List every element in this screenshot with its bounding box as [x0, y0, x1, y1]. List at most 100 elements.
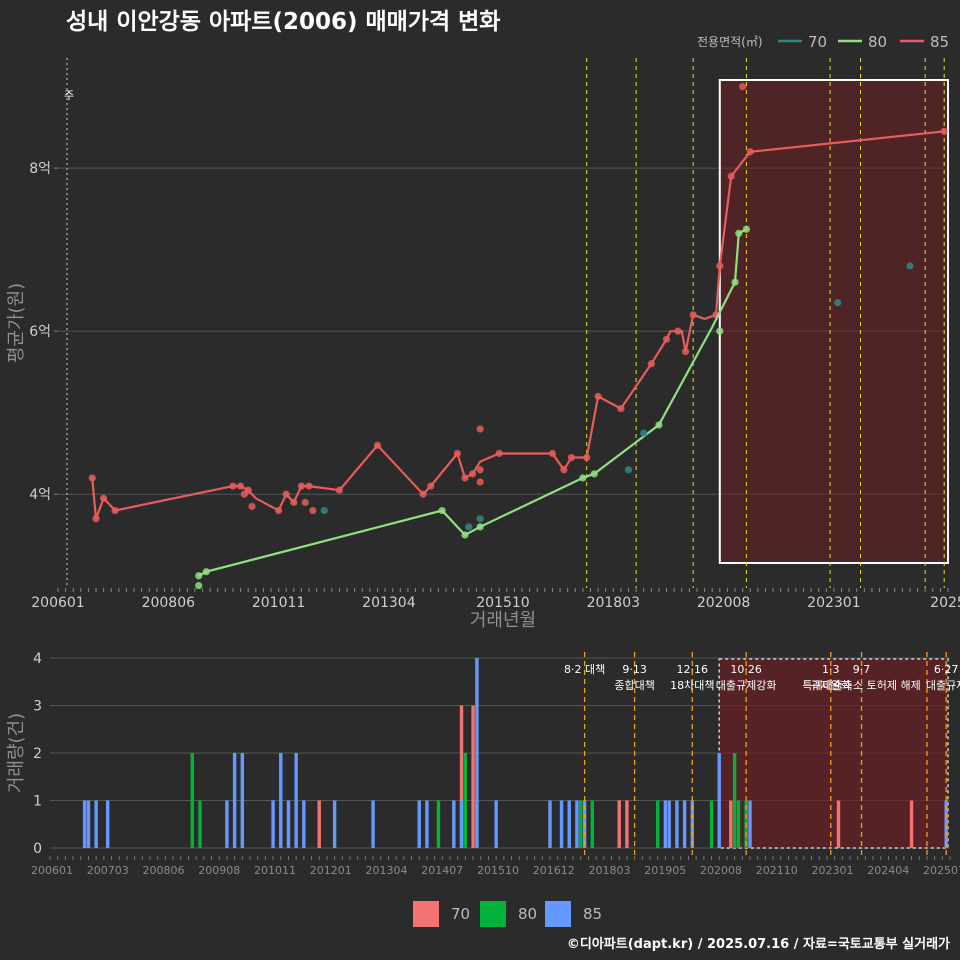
series-point-85-41	[746, 148, 754, 156]
x-tick-label-8: 2025	[930, 595, 960, 611]
series-point-80-0	[195, 581, 203, 590]
series-point-85-14	[305, 482, 313, 490]
series-point-80-11	[735, 229, 743, 237]
series-point-85-11	[290, 498, 298, 506]
series-point-85-15	[309, 506, 317, 515]
series-point-85-13	[301, 498, 309, 506]
y-tick-label-2: 8억	[29, 161, 51, 177]
series-point-80-7	[590, 470, 598, 478]
bar-80-8	[709, 800, 714, 848]
note-label: 주	[64, 89, 74, 102]
bottom-x-tick-10: 201803	[589, 864, 631, 877]
series-point-70-0	[320, 506, 328, 515]
series-point-85-27	[548, 449, 557, 458]
bottom-y-tick-0: 0	[33, 841, 42, 857]
series-point-85-9	[274, 506, 283, 515]
series-point-85-36	[681, 347, 690, 356]
bottom-legend-label-85: 85	[583, 905, 602, 923]
bottom-y-axis-title: 거래량(건)	[6, 713, 27, 793]
bottom-legend-label-80: 80	[518, 905, 537, 923]
bar-85-0	[82, 800, 87, 848]
policy-label-1-1: 종합대책	[614, 679, 654, 692]
bottom-legend-swatch-85	[545, 901, 571, 927]
policy-label-4-0: 1·3	[822, 663, 840, 676]
series-point-70-5	[834, 299, 842, 307]
bar-85-17	[459, 800, 464, 848]
series-point-85-20	[453, 449, 461, 458]
x-tick-label-7: 202301	[807, 595, 860, 611]
series-point-70-1	[465, 523, 473, 531]
bar-80-7	[655, 800, 660, 848]
y-axis-title: 평균가(원)	[6, 283, 27, 363]
legend-label-80: 80	[868, 33, 887, 51]
bar-85-6	[240, 753, 245, 848]
highlight-box	[718, 79, 949, 564]
series-point-85-23	[476, 466, 484, 474]
x-tick-label-0: 200601	[31, 595, 84, 611]
bar-85-12	[332, 800, 337, 848]
series-point-85-29	[567, 453, 576, 462]
series-point-85-19	[427, 482, 435, 490]
series-point-70-2	[476, 515, 484, 523]
series-point-85-33	[647, 360, 655, 368]
x-axis-title: 거래년월	[470, 610, 536, 631]
x-tick-label-6: 202008	[697, 595, 750, 611]
bar-70-2	[471, 705, 475, 848]
bar-85-14	[417, 800, 421, 848]
series-point-85-25	[476, 425, 484, 433]
y-tick-label-0: 4억	[29, 487, 51, 503]
series-point-80-10	[731, 278, 739, 286]
bar-85-25	[663, 800, 668, 848]
top-panel: 4억 6억 8억 주 200601 200806 201011 201304 201510 201…	[6, 58, 960, 631]
series-point-80-2	[202, 568, 210, 576]
series-point-85-0	[88, 474, 96, 482]
series-point-85-40	[727, 172, 735, 180]
y-tick-label-1: 6억	[29, 324, 51, 340]
bar-85-16	[452, 800, 456, 848]
policy-label-1-0: 9·13	[622, 663, 647, 676]
legend-label-70: 70	[808, 33, 827, 51]
series-point-85-3	[111, 506, 119, 515]
legend-title: 전용면적(㎡)	[697, 35, 763, 49]
bar-80-1	[198, 800, 202, 848]
bar-80-2	[436, 800, 441, 848]
bar-85-15	[425, 800, 429, 848]
bottom-x-tick-11: 201905	[644, 864, 686, 877]
bar-85-7	[271, 800, 275, 848]
bar-80-3	[463, 753, 468, 848]
bar-85-9	[286, 800, 291, 848]
bar-70-1	[459, 705, 464, 848]
policy-label-5-0: 9·7	[853, 663, 871, 676]
series-point-80-4	[461, 531, 469, 539]
series-point-85-1	[92, 515, 100, 523]
series-point-85-28	[560, 466, 568, 474]
policy-label-6-1: 대출규제	[926, 679, 960, 692]
bar-85-5	[232, 753, 237, 848]
series-point-85-43	[940, 127, 948, 135]
bar-70-6	[836, 800, 841, 848]
bar-85-11	[302, 800, 306, 848]
bar-85-23	[575, 800, 579, 848]
bottom-x-tick-6: 201304	[366, 864, 408, 877]
bottom-x-tick-0: 200601	[31, 864, 73, 877]
series-point-85-26	[495, 449, 503, 458]
bottom-x-tick-13: 202110	[756, 864, 798, 877]
bottom-legend: 70 80 85	[413, 901, 602, 927]
series-point-85-24	[476, 478, 484, 486]
series-point-85-31	[594, 392, 602, 400]
series-point-80-6	[579, 474, 587, 482]
series-point-85-30	[583, 453, 591, 462]
x-tick-label-1: 200806	[142, 595, 196, 611]
policy-label-6-0: 6·27	[934, 663, 959, 676]
series-line-80	[198, 228, 747, 577]
series-point-85-4	[229, 482, 237, 490]
series-point-85-37	[689, 311, 697, 319]
series-point-85-39	[716, 262, 724, 270]
bar-80-5	[579, 800, 583, 848]
bar-85-1	[86, 800, 91, 848]
bottom-x-tick-14: 202301	[812, 864, 854, 877]
policy-label-2-1: 18차대책	[670, 679, 714, 692]
